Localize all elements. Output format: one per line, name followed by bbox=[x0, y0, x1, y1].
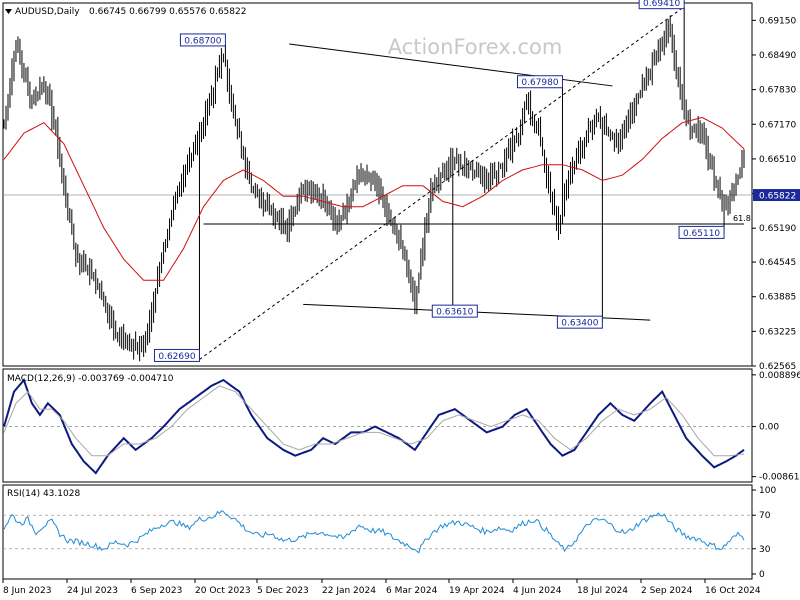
level-label-text: 0.65110 bbox=[683, 229, 720, 239]
fib-label: 61.8 bbox=[733, 214, 751, 223]
time-tick-label: 18 Jul 2024 bbox=[577, 586, 628, 596]
price-tick-label: 0.66510 bbox=[759, 155, 796, 165]
price-tick-label: 0.65190 bbox=[759, 224, 796, 234]
level-label-box bbox=[638, 0, 685, 10]
price-tick-label: 0.63225 bbox=[759, 327, 796, 337]
header-group: AUDUSD,Daily 0.66745 0.66799 0.65576 0.6… bbox=[5, 7, 246, 17]
macd-axis: 0.008896 0.00 -0.008612 bbox=[752, 371, 800, 483]
current-price-tag bbox=[753, 189, 800, 202]
price-tick-label: 0.62565 bbox=[759, 362, 796, 372]
rsi-panel-frame bbox=[2, 484, 753, 580]
level-labels: 0.62690 0.68700 0.63610 0.63400 0.67980 0.694… bbox=[153, 0, 751, 362]
time-tick-label: 16 Oct 2024 bbox=[705, 586, 761, 596]
level-label-text: 0.67980 bbox=[521, 78, 558, 88]
rsi-line bbox=[3, 510, 745, 554]
rsi-axis: 100 70 30 0 bbox=[752, 486, 776, 580]
level-label-text: 0.69410 bbox=[643, 0, 680, 9]
rsi-tick-label: 30 bbox=[759, 545, 771, 555]
price-tick-label: 0.68490 bbox=[759, 51, 796, 61]
level-label-text: 0.62690 bbox=[158, 352, 195, 362]
time-tick-label: 8 Jun 2023 bbox=[3, 586, 51, 596]
rsi-tick-label: 0 bbox=[759, 570, 765, 580]
time-tick-label: 22 Jan 2024 bbox=[322, 586, 376, 596]
price-panel-frame bbox=[2, 2, 753, 367]
ohlc-text: 0.66745 0.66799 0.65576 0.65822 bbox=[89, 7, 246, 17]
level-label-box bbox=[678, 225, 725, 239]
time-axis: 8 Jun 2023 24 Jul 2023 6 Sep 2023 20 Oct 20… bbox=[2, 579, 761, 596]
price-tick-label: 0.69150 bbox=[759, 16, 796, 26]
macd-title: MACD(12,26,9) -0.003769 -0.004710 bbox=[7, 374, 174, 384]
level-label-box bbox=[179, 33, 226, 47]
macd-tick-label: 0.008896 bbox=[759, 371, 800, 381]
price-tick-label: 0.67170 bbox=[759, 120, 796, 130]
time-tick-label: 4 Jun 2024 bbox=[513, 586, 562, 596]
dropdown-triangle-icon bbox=[5, 9, 12, 14]
macd-panel-frame bbox=[2, 368, 753, 483]
level-label-box bbox=[431, 304, 478, 318]
macd-main-line bbox=[3, 377, 745, 475]
time-tick-label: 19 Apr 2024 bbox=[449, 586, 505, 596]
macd-panel bbox=[3, 377, 752, 475]
level-label-text: 0.63400 bbox=[561, 319, 598, 329]
rsi-title: RSI(14) 43.1028 bbox=[7, 489, 80, 499]
time-tick-label: 6 Mar 2024 bbox=[386, 586, 438, 596]
rsi-tick-label: 70 bbox=[759, 511, 771, 521]
ohlc-bars bbox=[3, 6, 745, 362]
level-label-box bbox=[516, 75, 563, 89]
symbol-text: AUDUSD,Daily bbox=[15, 7, 80, 17]
macd-signal-line bbox=[3, 385, 745, 457]
price-tick-label: 0.64545 bbox=[759, 258, 796, 268]
level-label-text: 0.68700 bbox=[184, 36, 221, 46]
macd-tick-label: -0.008612 bbox=[759, 473, 800, 483]
time-tick-label: 20 Oct 2023 bbox=[195, 586, 251, 596]
rsi-tick-label: 100 bbox=[759, 486, 776, 496]
watermark-text: ActionForex.com bbox=[388, 35, 563, 59]
price-tick-label: 0.63885 bbox=[759, 293, 796, 303]
price-tick-label: 0.67830 bbox=[759, 86, 796, 96]
current-price-text: 0.65822 bbox=[759, 192, 796, 202]
time-tick-label: 24 Jul 2023 bbox=[67, 586, 118, 596]
level-label-text: 0.63610 bbox=[436, 308, 473, 318]
level-label-box bbox=[153, 348, 200, 362]
time-tick-label: 6 Sep 2023 bbox=[131, 586, 182, 596]
price-axis: 0.69150 0.68490 0.67830 0.67170 0.66510 0.658… bbox=[752, 16, 800, 372]
dashed-trendline bbox=[199, 6, 685, 360]
ma-line bbox=[3, 116, 745, 281]
rsi-panel bbox=[3, 510, 752, 554]
macd-tick-label: 0.00 bbox=[759, 423, 779, 433]
time-tick-label: 2 Sep 2024 bbox=[641, 586, 693, 596]
moving-average bbox=[3, 116, 745, 281]
level-label-box bbox=[556, 315, 603, 329]
time-tick-label: 5 Dec 2023 bbox=[257, 586, 309, 596]
